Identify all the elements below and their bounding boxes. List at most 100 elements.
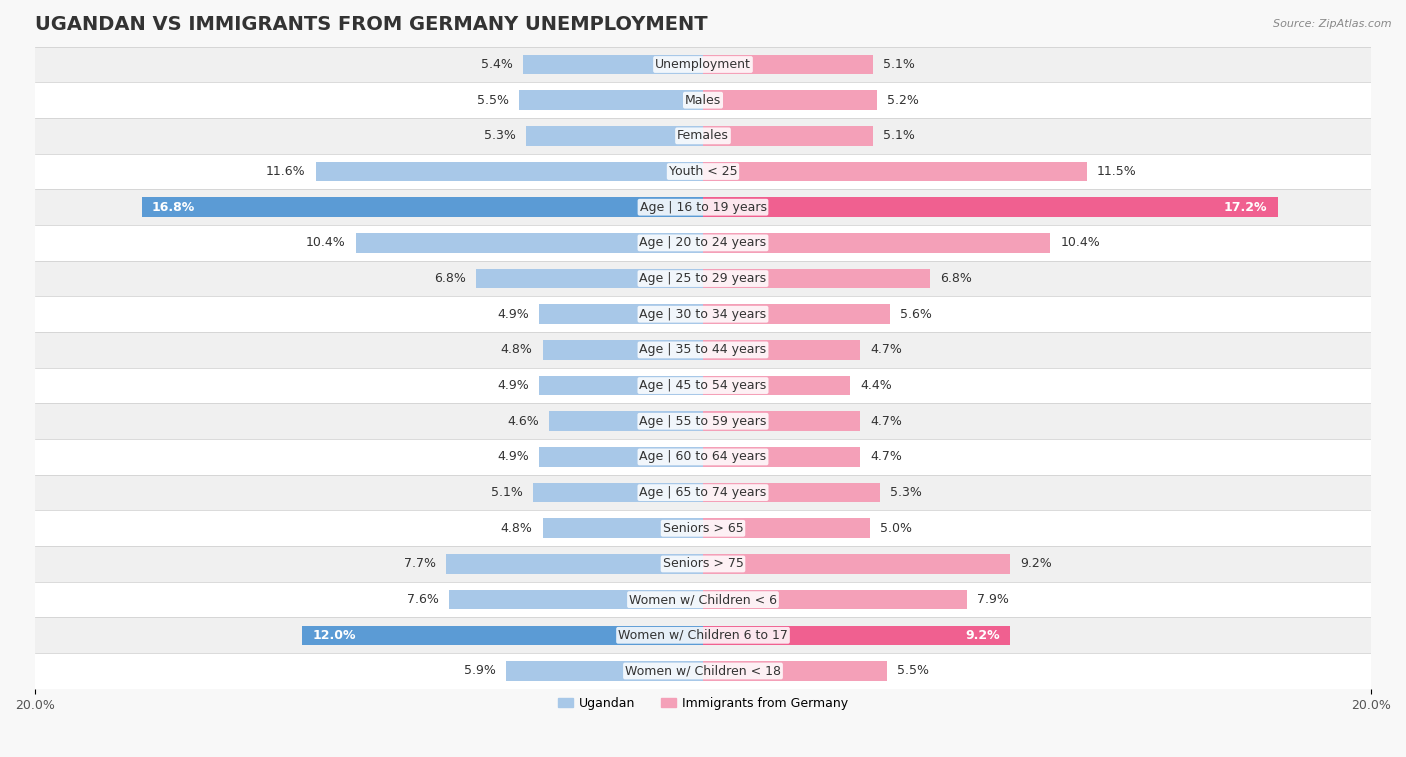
Text: 16.8%: 16.8% (152, 201, 195, 213)
Text: 12.0%: 12.0% (312, 629, 356, 642)
Text: 5.1%: 5.1% (491, 486, 523, 499)
Text: Women w/ Children < 6: Women w/ Children < 6 (628, 593, 778, 606)
Text: Females: Females (678, 129, 728, 142)
Bar (703, 554, 1011, 574)
Text: 17.2%: 17.2% (1225, 201, 1268, 213)
Text: Women w/ Children < 18: Women w/ Children < 18 (626, 665, 780, 678)
Text: 9.2%: 9.2% (966, 629, 1000, 642)
Bar (35, 225, 1371, 260)
Text: Age | 30 to 34 years: Age | 30 to 34 years (640, 308, 766, 321)
Bar (35, 297, 1371, 332)
Text: 5.3%: 5.3% (484, 129, 516, 142)
Text: 4.7%: 4.7% (870, 450, 901, 463)
Bar (35, 475, 1371, 510)
Text: 11.5%: 11.5% (1097, 165, 1137, 178)
Bar (540, 447, 703, 467)
Text: Age | 20 to 24 years: Age | 20 to 24 years (640, 236, 766, 249)
Bar (703, 519, 870, 538)
Text: Age | 60 to 64 years: Age | 60 to 64 years (640, 450, 766, 463)
Text: 5.2%: 5.2% (887, 94, 918, 107)
Text: 6.8%: 6.8% (941, 272, 972, 285)
Bar (703, 375, 851, 395)
Bar (35, 47, 1371, 83)
Bar (703, 90, 877, 110)
Bar (523, 55, 703, 74)
Text: 4.7%: 4.7% (870, 415, 901, 428)
Bar (35, 403, 1371, 439)
Text: 4.8%: 4.8% (501, 344, 533, 357)
Legend: Ugandan, Immigrants from Germany: Ugandan, Immigrants from Germany (553, 692, 853, 715)
Text: Age | 16 to 19 years: Age | 16 to 19 years (640, 201, 766, 213)
Bar (703, 412, 860, 431)
Bar (35, 618, 1371, 653)
Bar (703, 625, 1011, 645)
Bar (540, 304, 703, 324)
Bar (703, 304, 890, 324)
Text: 4.7%: 4.7% (870, 344, 901, 357)
Text: 4.4%: 4.4% (860, 379, 891, 392)
Text: Age | 45 to 54 years: Age | 45 to 54 years (640, 379, 766, 392)
Bar (526, 126, 703, 145)
Text: 4.6%: 4.6% (508, 415, 540, 428)
Text: 5.6%: 5.6% (900, 308, 932, 321)
Text: Age | 25 to 29 years: Age | 25 to 29 years (640, 272, 766, 285)
Bar (543, 340, 703, 360)
Bar (519, 90, 703, 110)
Bar (35, 83, 1371, 118)
Bar (35, 653, 1371, 689)
Bar (35, 368, 1371, 403)
Text: 4.8%: 4.8% (501, 522, 533, 534)
Bar (703, 590, 967, 609)
Bar (703, 483, 880, 503)
Bar (35, 154, 1371, 189)
Bar (533, 483, 703, 503)
Bar (35, 510, 1371, 546)
Text: 5.3%: 5.3% (890, 486, 922, 499)
Bar (35, 189, 1371, 225)
Bar (703, 55, 873, 74)
Bar (302, 625, 703, 645)
Bar (703, 340, 860, 360)
Text: 6.8%: 6.8% (434, 272, 465, 285)
Text: 4.9%: 4.9% (498, 450, 529, 463)
Bar (35, 582, 1371, 618)
Text: Source: ZipAtlas.com: Source: ZipAtlas.com (1274, 19, 1392, 29)
Text: Age | 55 to 59 years: Age | 55 to 59 years (640, 415, 766, 428)
Bar (703, 198, 1278, 217)
Text: 5.9%: 5.9% (464, 665, 496, 678)
Text: UGANDAN VS IMMIGRANTS FROM GERMANY UNEMPLOYMENT: UGANDAN VS IMMIGRANTS FROM GERMANY UNEMP… (35, 15, 707, 34)
Bar (703, 661, 887, 681)
Bar (35, 260, 1371, 297)
Text: 7.7%: 7.7% (404, 557, 436, 571)
Text: 5.0%: 5.0% (880, 522, 912, 534)
Text: 4.9%: 4.9% (498, 308, 529, 321)
Bar (543, 519, 703, 538)
Text: 5.1%: 5.1% (883, 129, 915, 142)
Text: Seniors > 75: Seniors > 75 (662, 557, 744, 571)
Text: 10.4%: 10.4% (1060, 236, 1099, 249)
Text: Women w/ Children 6 to 17: Women w/ Children 6 to 17 (619, 629, 787, 642)
Text: Unemployment: Unemployment (655, 58, 751, 71)
Bar (356, 233, 703, 253)
Bar (540, 375, 703, 395)
Text: 7.6%: 7.6% (408, 593, 439, 606)
Text: Youth < 25: Youth < 25 (669, 165, 737, 178)
Text: 5.5%: 5.5% (477, 94, 509, 107)
Bar (703, 269, 931, 288)
Text: Age | 65 to 74 years: Age | 65 to 74 years (640, 486, 766, 499)
Bar (35, 332, 1371, 368)
Text: 7.9%: 7.9% (977, 593, 1008, 606)
Bar (703, 447, 860, 467)
Text: 10.4%: 10.4% (307, 236, 346, 249)
Text: Seniors > 65: Seniors > 65 (662, 522, 744, 534)
Text: 5.4%: 5.4% (481, 58, 513, 71)
Bar (142, 198, 703, 217)
Bar (315, 162, 703, 182)
Bar (35, 546, 1371, 582)
Bar (550, 412, 703, 431)
Text: 4.9%: 4.9% (498, 379, 529, 392)
Text: 9.2%: 9.2% (1021, 557, 1052, 571)
Text: Males: Males (685, 94, 721, 107)
Bar (35, 439, 1371, 475)
Text: Age | 35 to 44 years: Age | 35 to 44 years (640, 344, 766, 357)
